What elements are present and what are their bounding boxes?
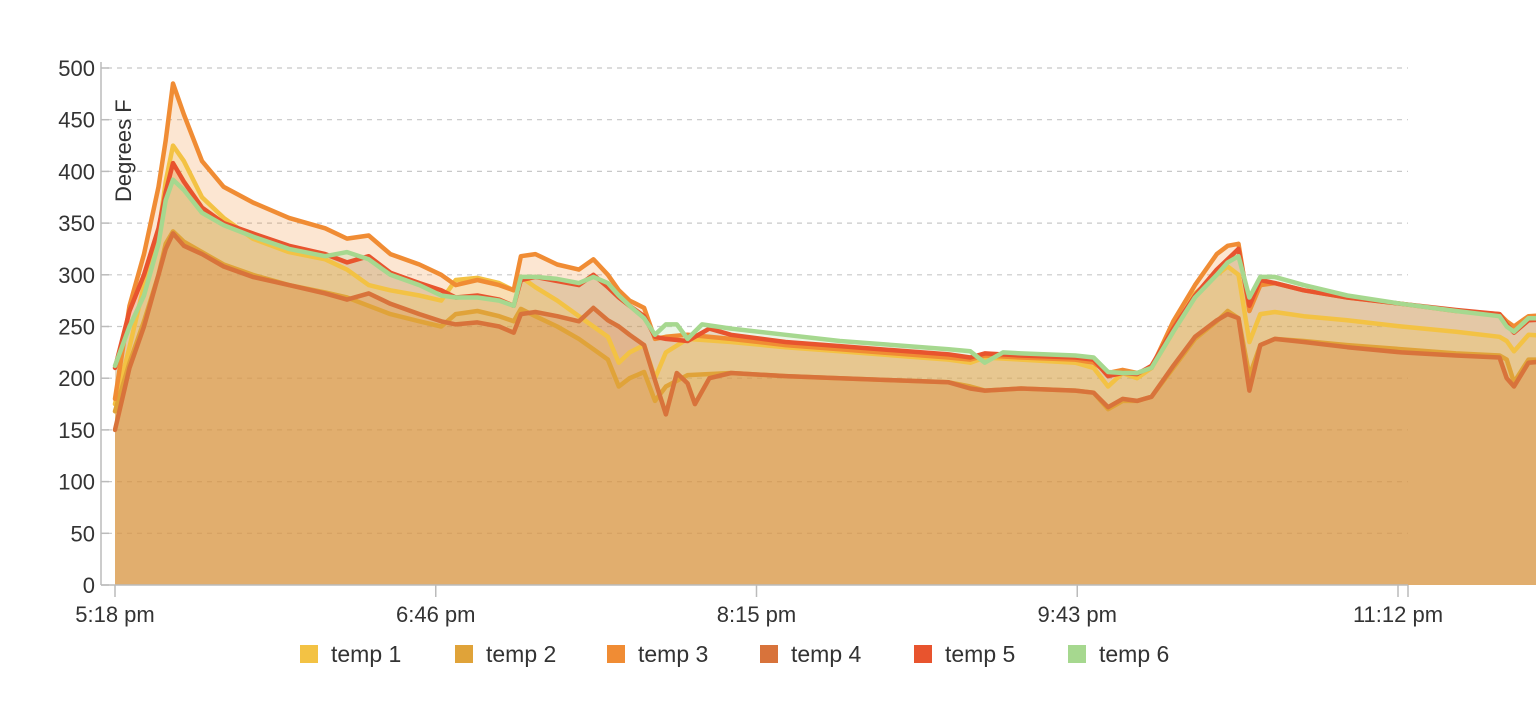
y-tick-label: 350 bbox=[58, 211, 95, 236]
legend-item[interactable]: temp 4 bbox=[760, 641, 862, 667]
y-tick-label: 450 bbox=[58, 108, 95, 133]
y-axis-title: Degrees F bbox=[111, 99, 136, 202]
legend-label: temp 5 bbox=[945, 641, 1015, 667]
series-line bbox=[112, 177, 1536, 376]
grid bbox=[107, 67, 1408, 534]
series-area bbox=[115, 233, 1536, 585]
legend-label: temp 6 bbox=[1099, 641, 1169, 667]
y-tick-label: 100 bbox=[58, 470, 95, 495]
x-tick-label: 9:43 pm bbox=[1038, 602, 1118, 627]
legend-label: temp 4 bbox=[791, 641, 862, 667]
legend-item[interactable]: temp 6 bbox=[1068, 641, 1169, 667]
y-tick-label: 150 bbox=[58, 418, 95, 443]
legend-label: temp 3 bbox=[638, 641, 708, 667]
legend-swatch bbox=[455, 645, 473, 663]
x-tick-label: 6:46 pm bbox=[396, 602, 476, 627]
y-tick-label: 50 bbox=[71, 521, 95, 546]
series-areas bbox=[115, 83, 1536, 585]
series-lines bbox=[112, 81, 1536, 433]
legend-swatch bbox=[300, 645, 318, 663]
series-area bbox=[115, 163, 1536, 585]
x-tick-label: 8:15 pm bbox=[717, 602, 797, 627]
series-area bbox=[115, 83, 1536, 585]
legend: temp 1 temp 2 temp 3 temp 4 temp 5 temp 6 bbox=[300, 641, 1169, 667]
axes: 0 50 100 150 200 250 300 350 400 450 500 5:18 pm 6:4… bbox=[58, 56, 1443, 627]
series-area bbox=[115, 179, 1536, 585]
legend-swatch bbox=[760, 645, 778, 663]
y-tick-label: 250 bbox=[58, 315, 95, 340]
legend-label: temp 2 bbox=[486, 641, 556, 667]
y-tick-label: 500 bbox=[58, 56, 95, 81]
y-tick-label: 200 bbox=[58, 366, 95, 391]
y-tick-label: 400 bbox=[58, 159, 95, 184]
y-tick-label: 300 bbox=[58, 263, 95, 288]
x-tick-label: 5:18 pm bbox=[75, 602, 155, 627]
legend-swatch bbox=[1068, 645, 1086, 663]
series-area bbox=[115, 145, 1536, 585]
legend-label: temp 1 bbox=[331, 641, 401, 667]
legend-item[interactable]: temp 2 bbox=[455, 641, 556, 667]
x-tick-label: 11:12 pm bbox=[1353, 602, 1443, 627]
legend-item[interactable]: temp 5 bbox=[914, 641, 1015, 667]
legend-item[interactable]: temp 1 bbox=[300, 641, 401, 667]
legend-swatch bbox=[914, 645, 932, 663]
legend-swatch bbox=[607, 645, 625, 663]
y-tick-label: 0 bbox=[83, 573, 95, 598]
legend-item[interactable]: temp 3 bbox=[607, 641, 708, 667]
series-area bbox=[115, 231, 1536, 585]
series-line bbox=[112, 231, 1536, 433]
